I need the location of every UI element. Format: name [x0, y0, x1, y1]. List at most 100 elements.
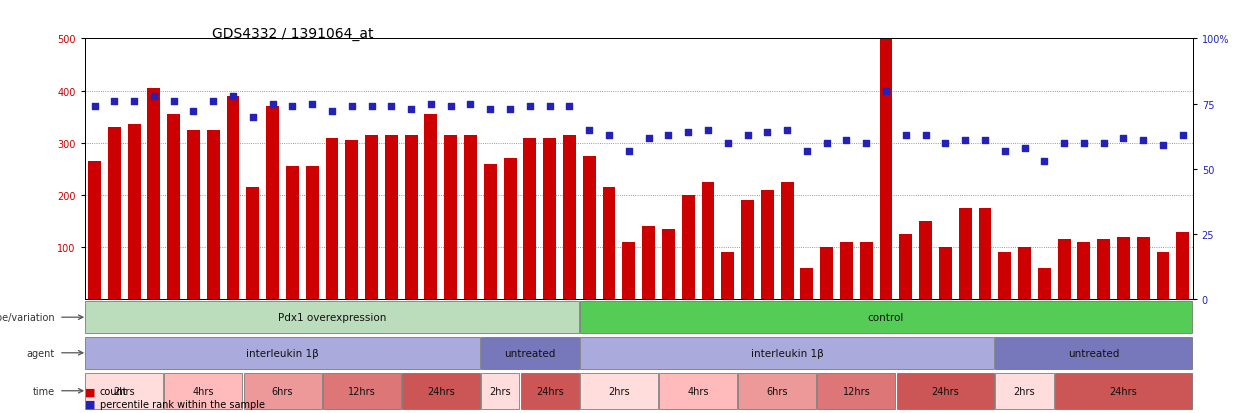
Bar [187, 131, 200, 300]
Point [797, 148, 817, 154]
Text: untreated: untreated [1068, 348, 1119, 358]
Point [639, 135, 659, 142]
Bar [959, 209, 971, 300]
Point [539, 104, 559, 110]
Point [1153, 143, 1173, 150]
FancyBboxPatch shape [659, 373, 737, 409]
Point [1173, 132, 1193, 139]
Point [876, 88, 896, 95]
FancyBboxPatch shape [85, 337, 479, 369]
Bar [167, 115, 181, 300]
Bar [286, 167, 299, 300]
Bar [1177, 232, 1189, 300]
FancyBboxPatch shape [580, 301, 1193, 333]
Bar [701, 183, 715, 300]
Point [1074, 140, 1094, 147]
Text: 12hrs: 12hrs [843, 386, 870, 396]
Bar [1097, 240, 1111, 300]
Text: genotype/variation: genotype/variation [0, 312, 55, 323]
Bar [979, 209, 991, 300]
Point [461, 101, 481, 108]
Bar [385, 135, 398, 300]
FancyBboxPatch shape [520, 373, 579, 409]
Point [817, 140, 837, 147]
Point [995, 148, 1015, 154]
Bar [603, 188, 615, 300]
Point [500, 106, 520, 113]
Bar [88, 161, 101, 300]
Bar [523, 138, 537, 300]
Point [203, 98, 223, 105]
Point [342, 104, 362, 110]
Point [955, 138, 975, 144]
Bar [1137, 237, 1149, 300]
Text: 12hrs: 12hrs [347, 386, 376, 396]
Text: 24hrs: 24hrs [535, 386, 564, 396]
Text: 6hrs: 6hrs [271, 386, 294, 396]
Bar [325, 138, 339, 300]
Point [223, 93, 243, 100]
Bar [860, 242, 873, 300]
Point [857, 140, 876, 147]
Bar [1018, 247, 1031, 300]
Point [915, 132, 935, 139]
Point [757, 130, 777, 136]
Bar [345, 141, 359, 300]
Bar [761, 190, 773, 300]
Point [283, 104, 303, 110]
Text: interleukin 1β: interleukin 1β [247, 348, 319, 358]
Bar [721, 253, 735, 300]
FancyBboxPatch shape [580, 337, 995, 369]
Point [1015, 145, 1035, 152]
Bar [543, 138, 557, 300]
Bar [504, 159, 517, 300]
Bar [147, 89, 161, 300]
Text: count: count [100, 387, 127, 396]
FancyBboxPatch shape [322, 373, 401, 409]
Text: 4hrs: 4hrs [193, 386, 214, 396]
FancyBboxPatch shape [580, 373, 657, 409]
Bar [306, 167, 319, 300]
Text: 24hrs: 24hrs [931, 386, 959, 396]
Point [935, 140, 955, 147]
Point [183, 109, 203, 116]
FancyBboxPatch shape [164, 373, 243, 409]
Bar [1117, 237, 1130, 300]
Point [975, 138, 995, 144]
Point [837, 138, 857, 144]
Text: 24hrs: 24hrs [427, 386, 454, 396]
Bar [1077, 242, 1091, 300]
Point [322, 109, 342, 116]
Point [421, 101, 441, 108]
Text: interleukin 1β: interleukin 1β [751, 348, 823, 358]
Text: agent: agent [26, 348, 55, 358]
Point [144, 93, 164, 100]
Point [718, 140, 738, 147]
Bar [662, 229, 675, 300]
FancyBboxPatch shape [996, 373, 1053, 409]
Bar [425, 115, 437, 300]
Point [659, 132, 679, 139]
Bar [919, 221, 933, 300]
Point [599, 132, 619, 139]
Point [1093, 140, 1113, 147]
Point [164, 98, 184, 105]
Bar [207, 131, 219, 300]
Point [579, 127, 599, 134]
FancyBboxPatch shape [402, 373, 479, 409]
Point [777, 127, 797, 134]
Bar [682, 195, 695, 300]
Bar [781, 183, 793, 300]
Point [679, 130, 698, 136]
Bar [801, 268, 813, 300]
Bar [266, 107, 279, 300]
Text: GDS4332 / 1391064_at: GDS4332 / 1391064_at [212, 27, 374, 41]
FancyBboxPatch shape [85, 301, 579, 333]
Bar [405, 135, 417, 300]
Text: 24hrs: 24hrs [1109, 386, 1138, 396]
Point [481, 106, 500, 113]
Text: 2hrs: 2hrs [608, 386, 630, 396]
Bar [998, 253, 1011, 300]
Bar [642, 227, 655, 300]
FancyBboxPatch shape [85, 373, 163, 409]
